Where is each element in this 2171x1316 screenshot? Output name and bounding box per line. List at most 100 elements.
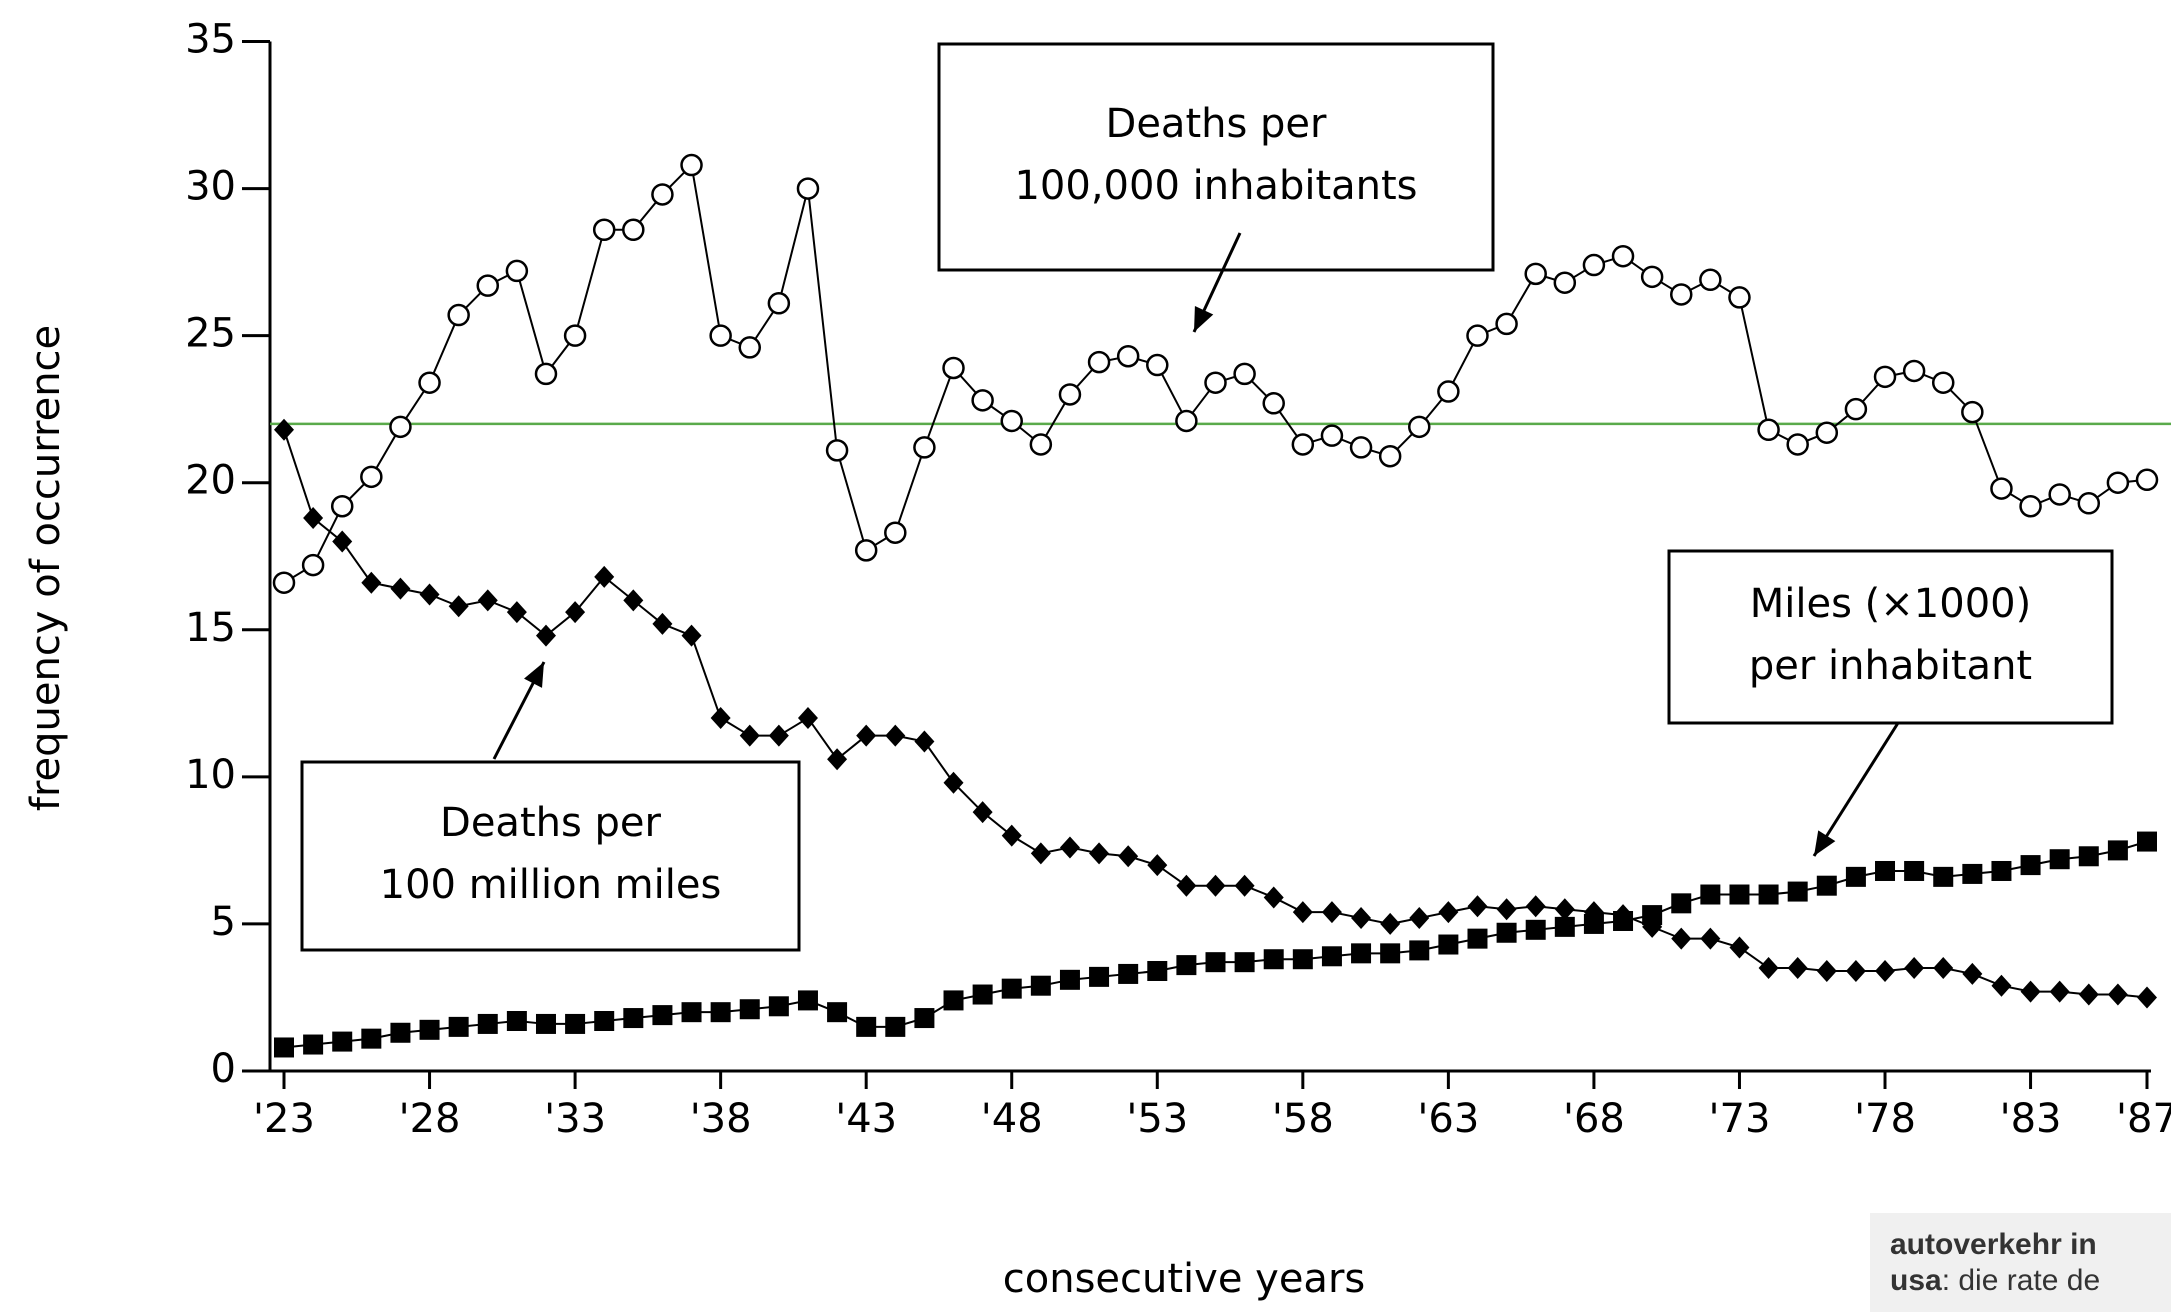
diamond-marker — [1758, 957, 1779, 980]
diamond-marker — [1875, 959, 1896, 982]
square-marker — [1904, 860, 1925, 881]
diamond-marker — [1787, 957, 1808, 980]
circle-marker — [1990, 477, 2013, 500]
annotation-text: 100,000 inhabitants — [1014, 163, 1417, 209]
circle-marker — [796, 177, 820, 200]
diamond-marker — [1991, 974, 2012, 997]
diamond-marker — [2078, 983, 2099, 1006]
square-marker — [2107, 840, 2128, 861]
square-marker — [477, 1013, 498, 1034]
diamond-marker — [1030, 842, 1051, 865]
square-marker — [1729, 884, 1750, 905]
circle-marker — [1175, 409, 1198, 433]
circle-marker — [1815, 421, 1839, 444]
y-tick-label: 0 — [211, 1046, 236, 1092]
square-marker — [1321, 946, 1342, 967]
diamond-marker — [681, 624, 702, 647]
circle-marker — [1233, 362, 1256, 386]
square-marker — [943, 990, 964, 1011]
circle-marker — [1466, 324, 1489, 347]
x-tick-label: '83 — [2000, 1096, 2062, 1142]
circle-marker — [1437, 380, 1460, 403]
circle-marker — [476, 274, 500, 297]
circle-marker — [1204, 371, 1227, 394]
x-tick-label: '68 — [1563, 1096, 1625, 1142]
circle-marker — [1757, 418, 1780, 442]
circle-marker — [1349, 436, 1373, 459]
diamond-marker — [623, 589, 644, 612]
circle-marker — [1670, 283, 1693, 306]
circle-marker — [563, 324, 587, 347]
diamond-marker — [1263, 886, 1284, 909]
square-marker — [739, 999, 760, 1020]
caption-text: : die rate de — [1941, 1264, 2101, 1297]
square-marker — [1816, 875, 1837, 896]
square-marker — [914, 1008, 935, 1029]
square-marker — [827, 1002, 848, 1023]
circle-marker — [622, 218, 645, 242]
square-marker — [652, 1005, 673, 1026]
x-tick-label: '63 — [1417, 1096, 1479, 1142]
square-marker — [2049, 849, 2070, 870]
square-marker — [1875, 860, 1896, 881]
square-marker — [390, 1022, 411, 1043]
square-marker — [1583, 913, 1604, 934]
y-tick-label: 15 — [185, 605, 236, 651]
diamond-marker — [943, 771, 964, 794]
circle-marker — [1378, 444, 1402, 468]
diamond-marker — [448, 595, 469, 618]
circle-marker — [738, 336, 761, 359]
square-marker — [1613, 910, 1634, 931]
circle-marker — [1495, 312, 1518, 336]
diamond-marker — [535, 624, 556, 647]
square-marker — [797, 990, 818, 1011]
square-marker — [856, 1016, 877, 1037]
circle-marker — [680, 153, 703, 177]
y-tick-label: 20 — [185, 458, 236, 504]
square-marker — [1147, 960, 1168, 981]
square-marker — [1962, 863, 1983, 884]
circle-marker — [1699, 268, 1722, 292]
x-tick-label: '78 — [1854, 1096, 1916, 1142]
diamond-marker — [972, 801, 993, 824]
square-marker — [1030, 975, 1051, 996]
diamond-marker — [303, 507, 324, 530]
square-marker — [1438, 934, 1459, 955]
circle-marker — [2048, 483, 2071, 506]
square-marker — [1845, 866, 1866, 887]
square-marker — [1700, 884, 1721, 905]
circle-marker — [1116, 344, 1140, 368]
diamond-marker — [1001, 824, 1022, 847]
diamond-marker — [274, 418, 294, 441]
diamond-marker — [2049, 980, 2070, 1003]
x-tick-label: '87 — [2116, 1096, 2171, 1142]
circle-marker — [301, 553, 325, 577]
square-marker — [1205, 952, 1226, 973]
annotation-box — [300, 760, 801, 952]
diamond-marker — [1554, 898, 1575, 921]
circle-marker — [971, 389, 994, 412]
diamond-marker — [1904, 957, 1925, 980]
circle-marker — [884, 521, 907, 544]
circle-marker — [360, 465, 383, 489]
diamond-marker — [1351, 907, 1372, 930]
square-marker — [2137, 831, 2157, 852]
x-tick-label: '43 — [835, 1096, 897, 1142]
square-marker — [1554, 916, 1575, 937]
square-marker — [448, 1016, 469, 1037]
square-marker — [768, 996, 789, 1017]
caption-title: autoverkehr in — [1890, 1228, 2097, 1261]
circle-marker — [418, 371, 441, 394]
circle-marker — [1844, 397, 1868, 421]
circle-marker — [1553, 271, 1577, 294]
y-tick-label: 10 — [185, 752, 236, 798]
square-marker — [1758, 884, 1779, 905]
square-marker — [594, 1010, 615, 1031]
circle-marker — [1291, 433, 1315, 456]
x-axis-label: consecutive years — [1003, 1256, 1365, 1302]
diamond-marker — [361, 571, 382, 594]
diamond-marker — [2137, 986, 2157, 1009]
diamond-marker — [914, 730, 935, 753]
diamond-marker — [1700, 927, 1721, 950]
